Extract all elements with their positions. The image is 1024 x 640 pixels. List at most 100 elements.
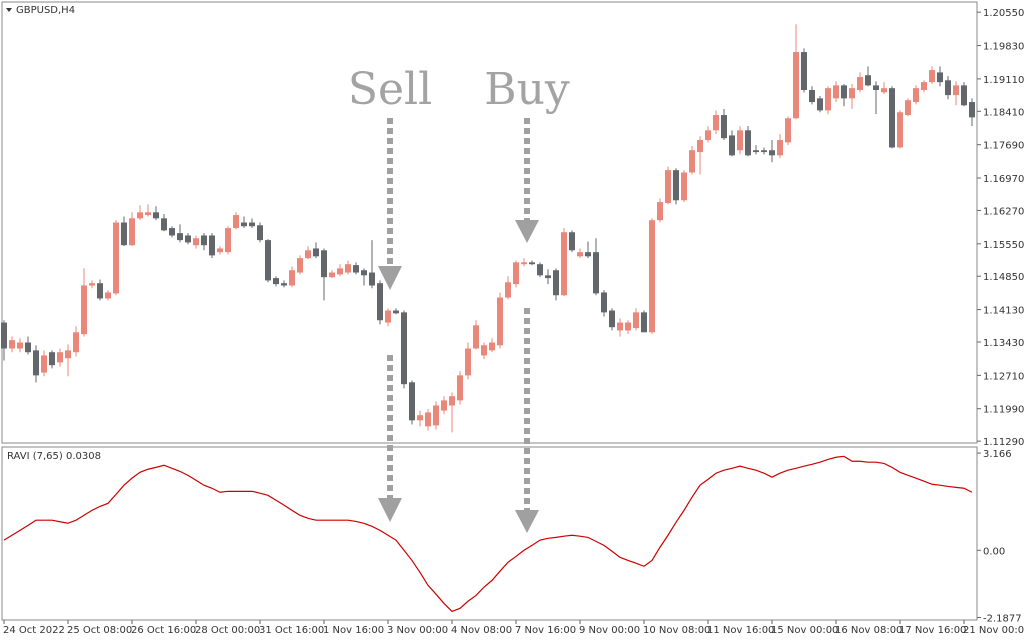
x-tick-label: 16 Nov 08:00 (835, 625, 902, 636)
bull-body (713, 115, 719, 131)
y-tick-label: 1.11290 (983, 437, 1024, 448)
bear-body (201, 235, 207, 246)
bull-body (457, 375, 463, 401)
y-tick-label: 1.14850 (983, 272, 1024, 283)
bull-body (665, 170, 671, 204)
bear-body (945, 80, 951, 96)
bull-body (921, 82, 927, 91)
bull-body (657, 202, 663, 221)
bull-body (441, 400, 447, 411)
bull-body (17, 342, 23, 349)
sell-label: Sell (348, 64, 432, 115)
bull-body (521, 262, 527, 265)
y-tick-label: 1.13430 (983, 338, 1024, 349)
bear-body (553, 270, 559, 296)
x-tick-label: 15 Nov 00:00 (771, 625, 838, 636)
y-tick-label: 1.18410 (983, 107, 1024, 118)
bull-body (705, 130, 711, 141)
bear-body (153, 212, 159, 219)
bull-body (193, 238, 199, 246)
bear-body (241, 222, 247, 227)
bear-body (801, 52, 807, 91)
menu-triangle (6, 8, 12, 12)
x-tick-label: 7 Nov 16:00 (515, 625, 576, 636)
x-tick-label: 31 Oct 16:00 (259, 625, 324, 636)
bear-body (161, 218, 167, 231)
bull-body (425, 412, 431, 427)
bull-body (785, 118, 791, 143)
bull-body (737, 130, 743, 151)
y-tick-label: 1.12710 (983, 371, 1024, 382)
bear-body (353, 265, 359, 273)
bull-body (953, 85, 959, 96)
y-tick-label: 1.11990 (983, 405, 1024, 416)
bull-body (633, 312, 639, 329)
bear-body (409, 382, 415, 421)
symbol-title: GBPUSD,H4 (16, 5, 75, 16)
bear-body (745, 130, 751, 156)
bull-body (41, 355, 47, 373)
bear-body (585, 252, 591, 257)
x-tick-label: 21 Nov 00:00 (963, 625, 1024, 636)
y-tick-label: 1.19830 (983, 42, 1024, 53)
indicator-panel (1, 446, 978, 621)
y-tick-label: 1.15550 (983, 240, 1024, 251)
bull-body (777, 140, 783, 156)
y-tick-label: 3.166 (983, 449, 1012, 460)
bear-body (753, 150, 759, 153)
y-tick-label: 1.16970 (983, 174, 1024, 185)
bear-body (761, 150, 767, 153)
bull-body (793, 52, 799, 119)
bear-body (401, 312, 407, 385)
bull-body (385, 310, 391, 323)
candles (1, 24, 975, 433)
bear-body (281, 283, 287, 286)
x-tick-label: 10 Nov 08:00 (643, 625, 710, 636)
bear-body (545, 275, 551, 279)
bull-body (473, 325, 479, 349)
bull-body (417, 415, 423, 421)
bear-body (313, 248, 319, 257)
bull-body (9, 340, 15, 349)
bear-body (729, 135, 735, 156)
bull-body (465, 348, 471, 376)
bear-body (961, 85, 967, 106)
y-tick-label: 0.00 (983, 546, 1005, 557)
bull-body (617, 322, 623, 331)
x-tick-label: 25 Oct 08:00 (67, 625, 132, 636)
bull-body (65, 350, 71, 359)
bull-body (289, 270, 295, 286)
x-tick-label: 11 Nov 16:00 (707, 625, 774, 636)
bear-body (121, 222, 127, 246)
bull-body (217, 248, 223, 253)
x-tick-label: 26 Oct 16:00 (131, 625, 196, 636)
bull-body (697, 140, 703, 153)
bull-body (681, 172, 687, 201)
bear-body (641, 312, 647, 333)
arrows (387, 118, 530, 510)
bull-body (489, 342, 495, 351)
y-tick-label: 1.17690 (983, 141, 1024, 152)
bull-body (913, 88, 919, 103)
bull-body (137, 212, 143, 219)
bull-body (689, 150, 695, 173)
bull-body (449, 396, 455, 406)
bear-body (265, 240, 271, 281)
bull-body (73, 332, 79, 353)
bull-body (129, 218, 135, 246)
bull-body (857, 77, 863, 91)
bear-body (889, 88, 895, 148)
bull-body (497, 297, 503, 346)
y-tick-label: 1.20550 (983, 8, 1024, 19)
bull-body (561, 232, 567, 296)
bull-body (929, 70, 935, 83)
bull-body (337, 268, 343, 275)
bull-body (329, 272, 335, 278)
bear-body (673, 170, 679, 201)
bull-body (145, 212, 151, 216)
bear-body (593, 252, 599, 294)
bear-body (377, 283, 383, 321)
bear-body (873, 85, 879, 91)
